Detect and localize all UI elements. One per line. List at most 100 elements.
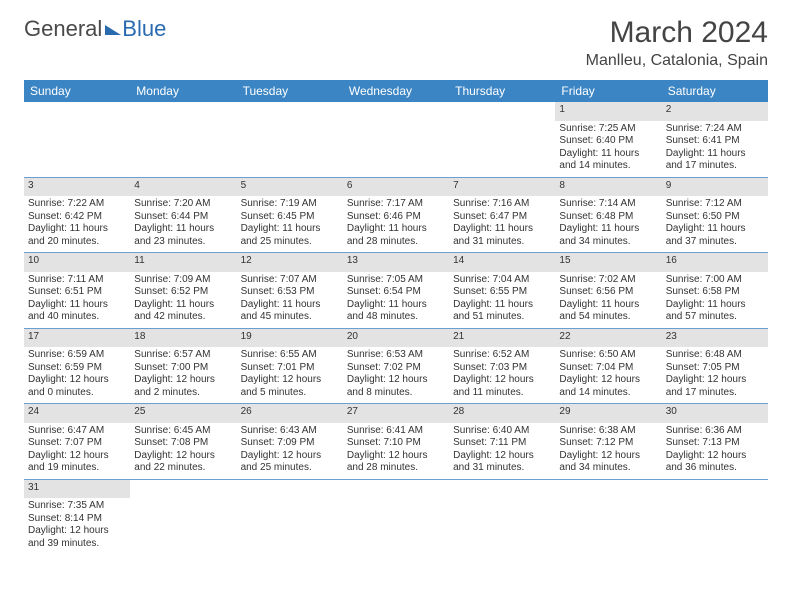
daylight-line-1: Daylight: 12 hours bbox=[453, 450, 551, 463]
sunrise-line: Sunrise: 7:17 AM bbox=[347, 198, 445, 211]
daylight-line-1: Daylight: 12 hours bbox=[241, 450, 339, 463]
daylight-line-2: and 28 minutes. bbox=[347, 236, 445, 249]
empty-cell bbox=[130, 121, 236, 178]
day-number: 27 bbox=[347, 406, 358, 417]
day-number-cell: 1 bbox=[555, 102, 661, 121]
day-detail-cell: Sunrise: 6:36 AMSunset: 7:13 PMDaylight:… bbox=[662, 423, 768, 480]
daylight-line-2: and 20 minutes. bbox=[28, 236, 126, 249]
daylight-line-1: Daylight: 12 hours bbox=[134, 374, 232, 387]
sunset-line: Sunset: 6:56 PM bbox=[559, 286, 657, 299]
day-number: 19 bbox=[241, 331, 252, 342]
daylight-line-1: Daylight: 11 hours bbox=[666, 148, 764, 161]
daylight-line-1: Daylight: 11 hours bbox=[666, 299, 764, 312]
weekday-header: Wednesday bbox=[343, 80, 449, 102]
sunset-line: Sunset: 6:55 PM bbox=[453, 286, 551, 299]
day-detail-cell: Sunrise: 7:24 AMSunset: 6:41 PMDaylight:… bbox=[662, 121, 768, 178]
empty-cell bbox=[24, 121, 130, 178]
day-detail-cell: Sunrise: 7:16 AMSunset: 6:47 PMDaylight:… bbox=[449, 196, 555, 253]
sunset-line: Sunset: 7:05 PM bbox=[666, 362, 764, 375]
empty-cell bbox=[555, 498, 661, 554]
day-number: 26 bbox=[241, 406, 252, 417]
day-number-cell: 20 bbox=[343, 328, 449, 347]
sunset-line: Sunset: 7:00 PM bbox=[134, 362, 232, 375]
day-detail-cell: Sunrise: 7:09 AMSunset: 6:52 PMDaylight:… bbox=[130, 272, 236, 329]
sunset-line: Sunset: 6:45 PM bbox=[241, 211, 339, 224]
day-number: 8 bbox=[559, 180, 565, 191]
daylight-line-2: and 17 minutes. bbox=[666, 160, 764, 173]
sunset-line: Sunset: 7:12 PM bbox=[559, 437, 657, 450]
sunrise-line: Sunrise: 6:55 AM bbox=[241, 349, 339, 362]
sunset-line: Sunset: 7:03 PM bbox=[453, 362, 551, 375]
day-detail-cell: Sunrise: 6:48 AMSunset: 7:05 PMDaylight:… bbox=[662, 347, 768, 404]
day-number-cell: 17 bbox=[24, 328, 130, 347]
day-number: 13 bbox=[347, 255, 358, 266]
day-number: 2 bbox=[666, 104, 672, 115]
weekday-header: Tuesday bbox=[237, 80, 343, 102]
daylight-line-2: and 42 minutes. bbox=[134, 311, 232, 324]
daylight-line-2: and 22 minutes. bbox=[134, 462, 232, 475]
empty-cell bbox=[130, 498, 236, 554]
sunrise-line: Sunrise: 6:48 AM bbox=[666, 349, 764, 362]
sunset-line: Sunset: 8:14 PM bbox=[28, 513, 126, 526]
location-subtitle: Manlleu, Catalonia, Spain bbox=[586, 52, 768, 70]
day-detail-row: Sunrise: 7:11 AMSunset: 6:51 PMDaylight:… bbox=[24, 272, 768, 329]
day-detail-cell: Sunrise: 6:47 AMSunset: 7:07 PMDaylight:… bbox=[24, 423, 130, 480]
empty-cell bbox=[237, 479, 343, 498]
day-number: 4 bbox=[134, 180, 140, 191]
day-detail-cell: Sunrise: 6:55 AMSunset: 7:01 PMDaylight:… bbox=[237, 347, 343, 404]
daylight-line-2: and 2 minutes. bbox=[134, 387, 232, 400]
sunrise-line: Sunrise: 7:24 AM bbox=[666, 123, 764, 136]
day-detail-cell: Sunrise: 7:04 AMSunset: 6:55 PMDaylight:… bbox=[449, 272, 555, 329]
sunrise-line: Sunrise: 7:00 AM bbox=[666, 274, 764, 287]
daylight-line-2: and 31 minutes. bbox=[453, 236, 551, 249]
daylight-line-2: and 23 minutes. bbox=[134, 236, 232, 249]
day-detail-cell: Sunrise: 6:40 AMSunset: 7:11 PMDaylight:… bbox=[449, 423, 555, 480]
day-number: 20 bbox=[347, 331, 358, 342]
day-number-row: 17181920212223 bbox=[24, 328, 768, 347]
empty-cell bbox=[449, 102, 555, 121]
day-number: 21 bbox=[453, 331, 464, 342]
day-number-row: 3456789 bbox=[24, 177, 768, 196]
sunrise-line: Sunrise: 7:12 AM bbox=[666, 198, 764, 211]
day-number-cell: 6 bbox=[343, 177, 449, 196]
daylight-line-2: and 17 minutes. bbox=[666, 387, 764, 400]
day-number: 30 bbox=[666, 406, 677, 417]
sunset-line: Sunset: 6:51 PM bbox=[28, 286, 126, 299]
weekday-header: Sunday bbox=[24, 80, 130, 102]
day-number: 24 bbox=[28, 406, 39, 417]
sunrise-line: Sunrise: 6:40 AM bbox=[453, 425, 551, 438]
empty-cell bbox=[343, 121, 449, 178]
day-detail-cell: Sunrise: 6:45 AMSunset: 7:08 PMDaylight:… bbox=[130, 423, 236, 480]
sunset-line: Sunset: 6:40 PM bbox=[559, 135, 657, 148]
sunrise-line: Sunrise: 6:53 AM bbox=[347, 349, 445, 362]
sunset-line: Sunset: 6:46 PM bbox=[347, 211, 445, 224]
sunset-line: Sunset: 7:04 PM bbox=[559, 362, 657, 375]
daylight-line-2: and 54 minutes. bbox=[559, 311, 657, 324]
day-number-row: 10111213141516 bbox=[24, 253, 768, 272]
daylight-line-2: and 19 minutes. bbox=[28, 462, 126, 475]
empty-cell bbox=[237, 121, 343, 178]
sunset-line: Sunset: 7:01 PM bbox=[241, 362, 339, 375]
day-number: 12 bbox=[241, 255, 252, 266]
sunrise-line: Sunrise: 6:41 AM bbox=[347, 425, 445, 438]
daylight-line-1: Daylight: 11 hours bbox=[134, 299, 232, 312]
day-number: 3 bbox=[28, 180, 34, 191]
daylight-line-1: Daylight: 12 hours bbox=[666, 450, 764, 463]
daylight-line-1: Daylight: 11 hours bbox=[347, 299, 445, 312]
daylight-line-2: and 39 minutes. bbox=[28, 538, 126, 551]
sunrise-line: Sunrise: 7:14 AM bbox=[559, 198, 657, 211]
daylight-line-1: Daylight: 11 hours bbox=[559, 299, 657, 312]
day-detail-cell: Sunrise: 7:07 AMSunset: 6:53 PMDaylight:… bbox=[237, 272, 343, 329]
sunset-line: Sunset: 7:10 PM bbox=[347, 437, 445, 450]
daylight-line-2: and 36 minutes. bbox=[666, 462, 764, 475]
day-detail-cell: Sunrise: 7:35 AMSunset: 8:14 PMDaylight:… bbox=[24, 498, 130, 554]
sunrise-line: Sunrise: 7:35 AM bbox=[28, 500, 126, 513]
daylight-line-1: Daylight: 11 hours bbox=[453, 299, 551, 312]
calendar-table: SundayMondayTuesdayWednesdayThursdayFrid… bbox=[24, 80, 768, 554]
day-detail-cell: Sunrise: 7:20 AMSunset: 6:44 PMDaylight:… bbox=[130, 196, 236, 253]
daylight-line-2: and 34 minutes. bbox=[559, 462, 657, 475]
day-number-cell: 3 bbox=[24, 177, 130, 196]
daylight-line-1: Daylight: 12 hours bbox=[347, 374, 445, 387]
daylight-line-2: and 5 minutes. bbox=[241, 387, 339, 400]
sunset-line: Sunset: 7:09 PM bbox=[241, 437, 339, 450]
